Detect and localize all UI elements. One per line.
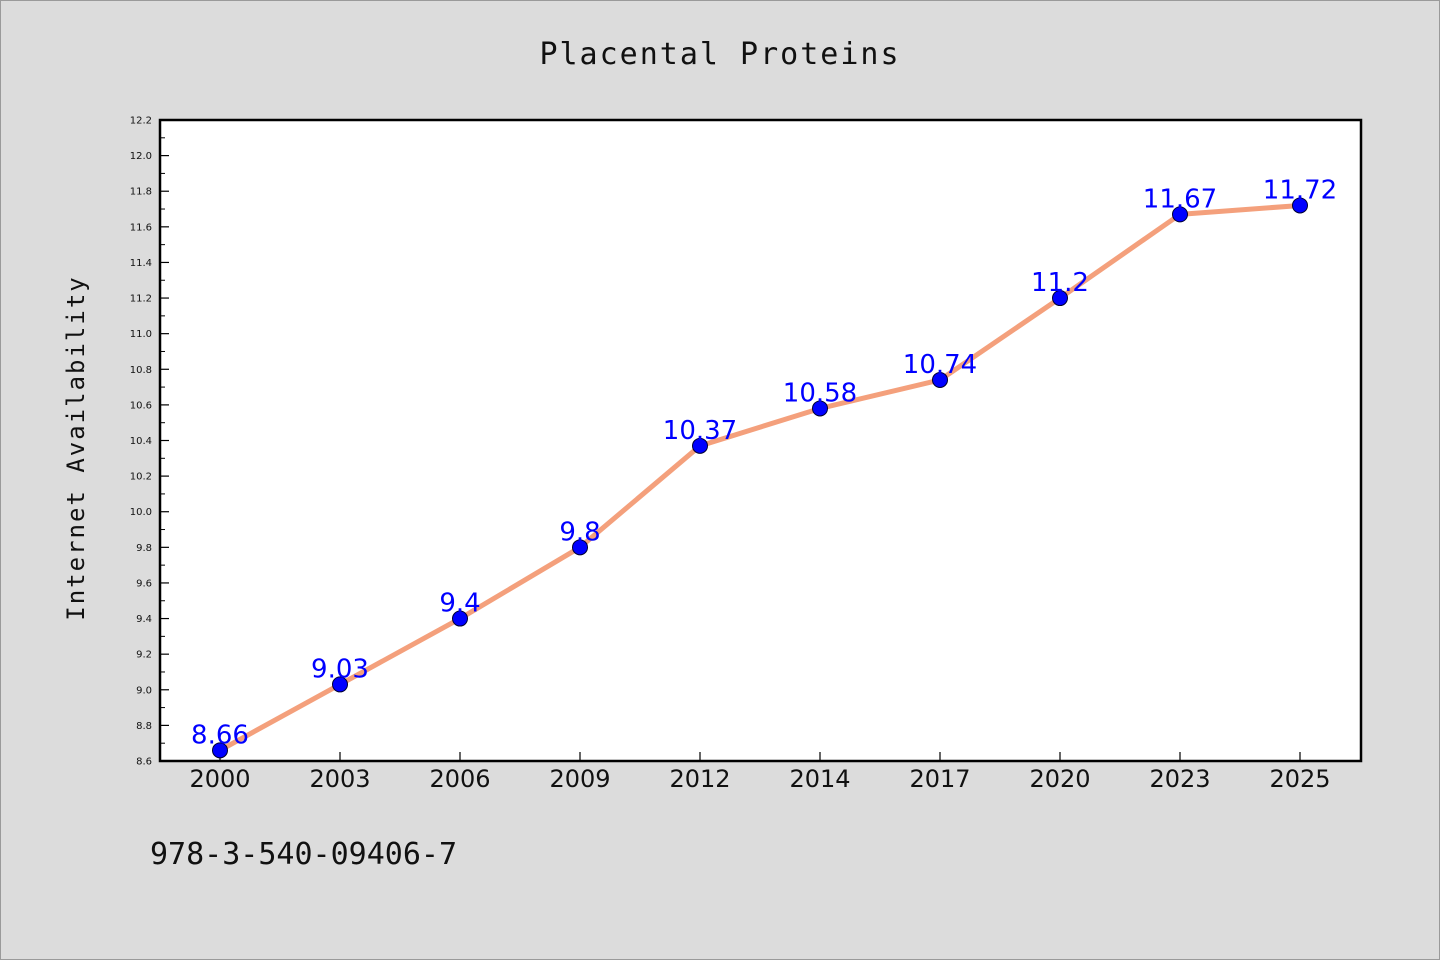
data-point xyxy=(692,437,708,454)
x-tick-label: 2003 xyxy=(309,765,370,793)
y-tick-label: 10.0 xyxy=(130,507,152,518)
x-tick-label: 2009 xyxy=(549,765,610,793)
x-tick-label: 2017 xyxy=(909,765,970,793)
data-point xyxy=(1172,206,1188,223)
data-labels: 8.66 9.03 9.4 9.8 10.37 10.58 10.74 11.2 11.67 11… xyxy=(191,175,1337,750)
y-tick-label: 9.0 xyxy=(136,685,152,696)
data-point xyxy=(1052,290,1068,307)
data-label: 10.37 xyxy=(663,416,737,446)
y-tick-label: 11.6 xyxy=(130,222,152,233)
y-tick-label: 9.8 xyxy=(136,543,152,554)
y-tick-label: 10.4 xyxy=(130,436,152,447)
y-axis-ticks: 8.6 8.8 9.0 9.2 9.4 9.6 9.8 10.0 10.2 10.4 10.6 10.… xyxy=(130,116,169,768)
data-label: 11.67 xyxy=(1143,184,1217,214)
y-tick-label: 10.2 xyxy=(130,472,152,483)
data-label: 11.2 xyxy=(1031,268,1089,298)
y-tick-label: 9.4 xyxy=(136,614,152,625)
data-label: 10.74 xyxy=(903,350,977,380)
y-tick-label: 11.8 xyxy=(130,187,152,198)
data-label: 8.66 xyxy=(191,720,249,750)
data-label: 9.03 xyxy=(311,654,369,684)
chart-title: Placental Proteins xyxy=(539,37,900,72)
data-markers xyxy=(212,197,1308,759)
footer-code: 978-3-540-09406-7 xyxy=(150,837,457,872)
y-tick-label: 12.0 xyxy=(130,151,152,162)
series-line xyxy=(218,202,1301,753)
data-point xyxy=(572,539,588,556)
x-tick-label: 2014 xyxy=(789,765,850,793)
data-point xyxy=(212,742,228,759)
x-tick-label: 2020 xyxy=(1029,765,1090,793)
x-tick-label: 2012 xyxy=(669,765,730,793)
x-tick-label: 2000 xyxy=(189,765,250,793)
y-tick-label: 9.6 xyxy=(136,578,152,589)
data-point xyxy=(812,400,828,417)
data-label: 9.8 xyxy=(559,517,600,547)
y-tick-label: 12.2 xyxy=(130,116,152,127)
x-tick-label: 2025 xyxy=(1269,765,1330,793)
data-label: 11.72 xyxy=(1263,175,1337,205)
data-point xyxy=(452,610,468,627)
y-tick-label: 8.8 xyxy=(136,721,152,732)
y-tick-label: 10.6 xyxy=(130,400,152,411)
y-tick-label: 11.4 xyxy=(130,258,152,269)
y-tick-label: 9.2 xyxy=(136,650,152,661)
y-tick-label: 8.6 xyxy=(136,757,152,768)
y-tick-label: 11.2 xyxy=(130,294,152,305)
x-axis-ticks: 2000 2003 2006 2009 2012 2014 2017 2020 2023 2025 xyxy=(189,752,1331,793)
y-tick-label: 10.8 xyxy=(130,365,152,376)
data-point xyxy=(1292,197,1308,214)
x-tick-label: 2023 xyxy=(1149,765,1210,793)
data-point xyxy=(932,371,948,388)
data-label: 10.58 xyxy=(783,378,857,408)
x-tick-label: 2006 xyxy=(429,765,490,793)
data-point xyxy=(332,676,348,693)
data-label: 9.4 xyxy=(439,589,480,619)
y-tick-label: 11.0 xyxy=(130,329,152,340)
y-axis-label: Internet Availability xyxy=(62,275,90,620)
